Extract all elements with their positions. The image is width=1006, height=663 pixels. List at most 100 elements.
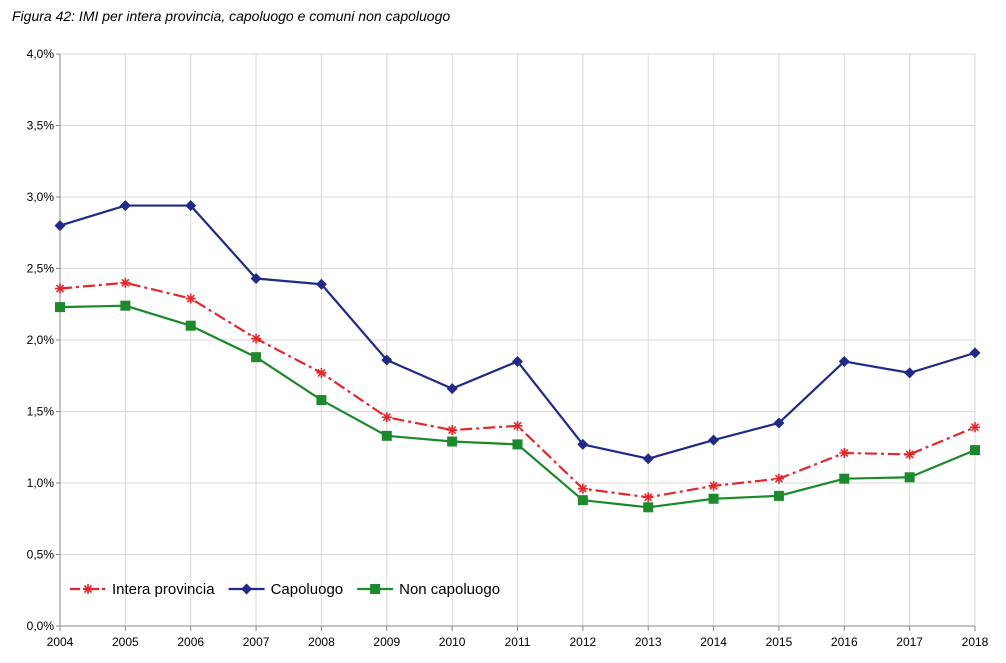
data-point (185, 200, 197, 212)
star-stroke (578, 484, 587, 493)
x-tick-label: 2005 (112, 635, 139, 649)
grid-lines (60, 53, 976, 626)
data-point (185, 293, 196, 304)
data-point (708, 480, 719, 491)
x-tick-label: 2008 (308, 635, 335, 649)
data-point (708, 434, 720, 446)
y-tick-label: 4,0% (27, 47, 55, 61)
data-point (512, 439, 523, 450)
x-tick-label: 2013 (635, 635, 662, 649)
data-point (447, 425, 458, 436)
star-stroke (448, 426, 457, 435)
legend-label: Non capoluogo (399, 581, 500, 598)
data-point (120, 300, 131, 311)
data-point (773, 417, 785, 429)
data-point (185, 320, 196, 331)
series-non-capoluogo (55, 300, 980, 513)
x-tick-label: 2004 (47, 635, 74, 649)
data-point (838, 355, 850, 367)
data-point (446, 383, 458, 395)
legend-marker (241, 583, 253, 595)
legend-marker (370, 584, 381, 594)
data-point (120, 277, 131, 288)
data-point (512, 355, 523, 367)
data-point (316, 395, 327, 406)
legend-item: Capoluogo (228, 581, 344, 598)
star-stroke (905, 450, 914, 459)
data-point (773, 490, 784, 501)
star-stroke (317, 368, 326, 377)
star-stroke (186, 294, 195, 303)
data-point (250, 273, 262, 285)
data-point (839, 473, 850, 484)
data-point (54, 220, 66, 232)
data-point (315, 278, 327, 290)
legend: Intera provincia Capoluogo Non capoluogo (70, 581, 500, 598)
star-stroke (774, 474, 783, 483)
series-capoluogo (54, 200, 981, 465)
data-point (381, 430, 392, 441)
data-point (577, 495, 588, 506)
data-point (447, 436, 458, 447)
y-tick-label: 3,0% (27, 190, 55, 204)
star-stroke (55, 284, 65, 293)
data-point (251, 333, 262, 344)
legend-label: Capoluogo (271, 581, 344, 598)
data-point (970, 422, 980, 433)
data-point (577, 438, 589, 450)
data-point (970, 445, 980, 456)
data-point (904, 367, 916, 379)
y-tick-label: 3,5% (27, 119, 55, 133)
data-point (512, 420, 523, 431)
x-tick-label: 2007 (243, 635, 270, 649)
data-point (642, 453, 654, 465)
star-stroke (970, 423, 980, 432)
legend-label: Intera provincia (112, 581, 215, 598)
data-point (904, 449, 915, 460)
legend-item: Intera provincia (70, 581, 215, 598)
data-point (643, 502, 654, 513)
star-stroke (252, 334, 261, 343)
y-tick-label: 2,5% (27, 262, 55, 276)
data-point (904, 472, 915, 483)
series-intera-provincia (55, 277, 980, 503)
star-stroke (513, 421, 522, 430)
x-tick-label: 2010 (439, 635, 466, 649)
y-tick-label: 0,0% (27, 619, 55, 633)
series-layer (54, 200, 981, 513)
tick-labels: 0,0% 0,5% 1,0% 1,5% 2,0% 2,5% 3,0% 3,5% 4,0% 2004… (27, 47, 989, 649)
legend-marker (83, 584, 93, 594)
data-point (643, 492, 654, 503)
y-tick-label: 2,0% (27, 333, 55, 347)
data-point (381, 412, 392, 423)
star-stroke (709, 481, 718, 490)
star-stroke (644, 493, 653, 502)
y-tick-label: 0,5% (27, 548, 55, 562)
figure-title: Figura 42: IMI per intera provincia, cap… (12, 8, 451, 24)
data-point (251, 352, 262, 363)
data-point (119, 200, 131, 212)
x-tick-label: 2011 (505, 635, 531, 649)
x-tick-label: 2016 (831, 635, 858, 649)
x-tick-label: 2018 (962, 635, 989, 649)
data-point (55, 283, 65, 294)
x-tick-label: 2009 (373, 635, 400, 649)
star-stroke (382, 413, 391, 422)
x-tick-label: 2006 (177, 635, 204, 649)
x-tick-label: 2014 (700, 635, 727, 649)
x-tick-label: 2012 (570, 635, 597, 649)
data-point (316, 367, 327, 378)
data-point (381, 354, 393, 366)
data-point (839, 447, 850, 458)
data-point (577, 483, 588, 494)
star-stroke (840, 448, 849, 458)
axes (56, 53, 976, 631)
data-point (55, 302, 65, 313)
x-tick-label: 2017 (896, 635, 923, 649)
y-tick-label: 1,0% (27, 476, 55, 490)
data-point (969, 347, 981, 359)
star-stroke (83, 584, 93, 594)
x-tick-label: 2015 (766, 635, 793, 649)
data-point (708, 493, 719, 504)
